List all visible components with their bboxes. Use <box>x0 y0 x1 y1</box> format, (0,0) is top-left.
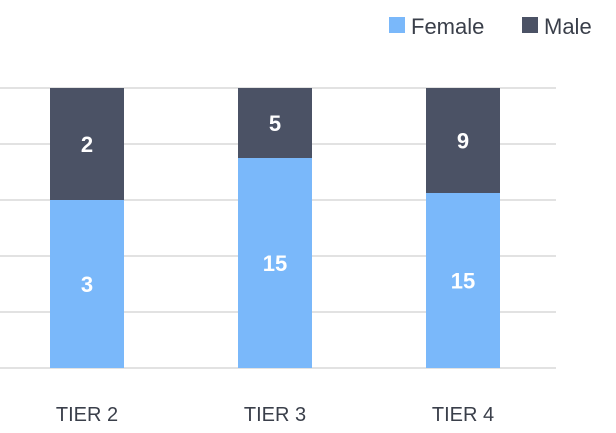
x-tick-label: TIER 3 <box>244 404 306 426</box>
legend: Female Male <box>389 14 592 39</box>
data-label-female: 15 <box>263 251 287 276</box>
bar-male-tier-2 <box>50 88 124 200</box>
data-label-female: 15 <box>451 269 475 294</box>
x-tick-label: TIER 4 <box>432 404 494 426</box>
data-label-male: 5 <box>269 111 281 136</box>
legend-swatch-male <box>522 17 538 33</box>
data-label-male: 9 <box>457 129 469 154</box>
legend-swatch-female <box>389 17 405 33</box>
bar-female-tier-4 <box>426 193 500 368</box>
bar-male-tier-3 <box>238 88 312 158</box>
x-axis-ticks: TIER 2 TIER 3 TIER 4 <box>56 404 494 426</box>
bar-female-tier-2 <box>50 200 124 368</box>
legend-label-male: Male <box>544 14 592 39</box>
data-label-male: 2 <box>81 132 93 157</box>
bars: 3 2 15 5 15 9 <box>50 88 500 368</box>
legend-label-female: Female <box>411 14 484 39</box>
bar-female-tier-3 <box>238 158 312 368</box>
bar-male-tier-4 <box>426 88 500 193</box>
x-tick-label: TIER 2 <box>56 404 118 426</box>
data-label-female: 3 <box>81 272 93 297</box>
